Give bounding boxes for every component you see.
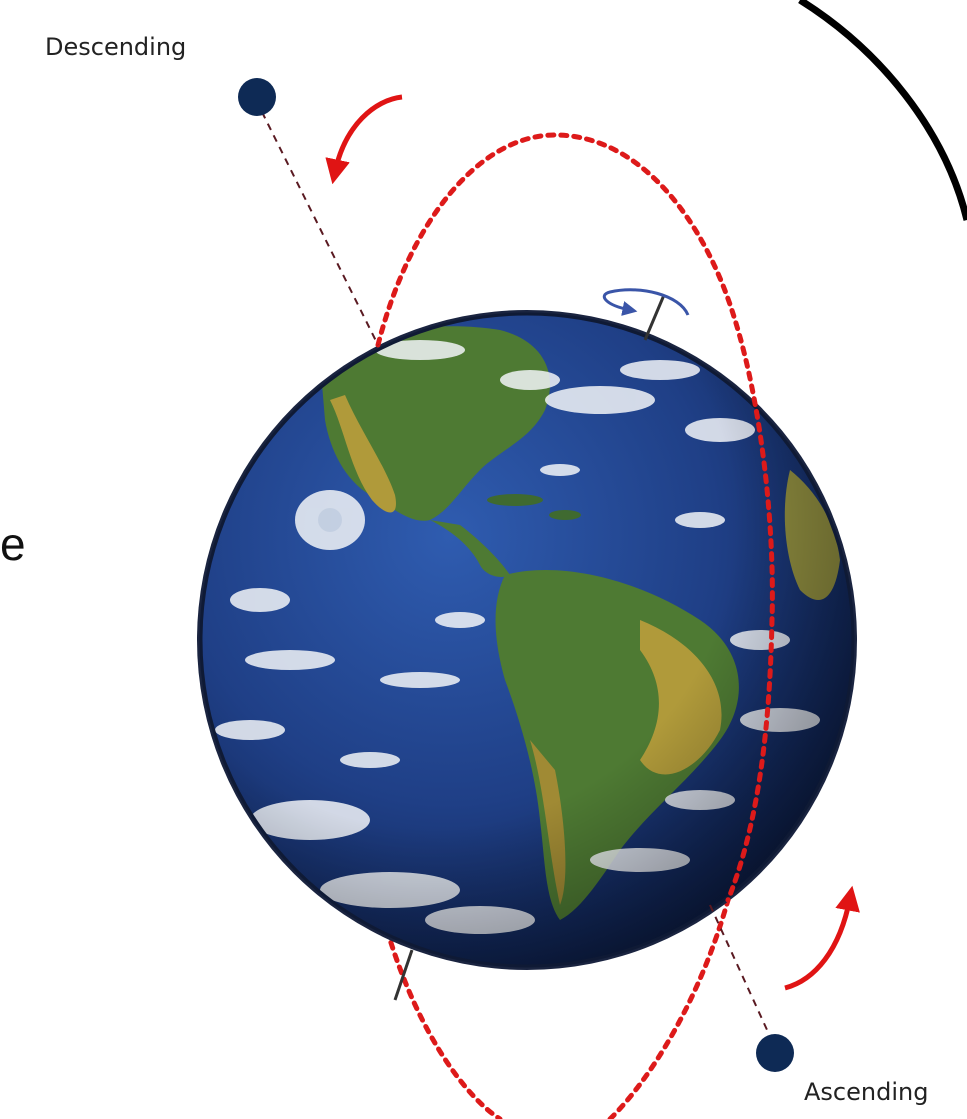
frame-arc bbox=[798, 0, 967, 221]
descending-direction-arrow-icon bbox=[325, 94, 403, 185]
descending-satellite-icon bbox=[238, 78, 276, 116]
rotation-arrow-icon bbox=[602, 288, 690, 316]
rotation-axis-top bbox=[643, 294, 666, 341]
cut-off-text: e bbox=[0, 518, 26, 570]
rotation-axis-bottom bbox=[393, 949, 414, 1001]
ascending-label: Ascending bbox=[804, 1078, 928, 1106]
descending-ground-track bbox=[261, 111, 379, 346]
orbit-path-back bbox=[384, 897, 731, 1119]
descending-label: Descending bbox=[45, 33, 186, 61]
earth-globe-icon bbox=[197, 310, 857, 970]
ascending-ground-track bbox=[709, 904, 769, 1033]
orbit-path-front bbox=[375, 132, 775, 903]
ascending-direction-arrow-icon bbox=[784, 885, 860, 991]
ascending-satellite-icon bbox=[756, 1034, 794, 1072]
